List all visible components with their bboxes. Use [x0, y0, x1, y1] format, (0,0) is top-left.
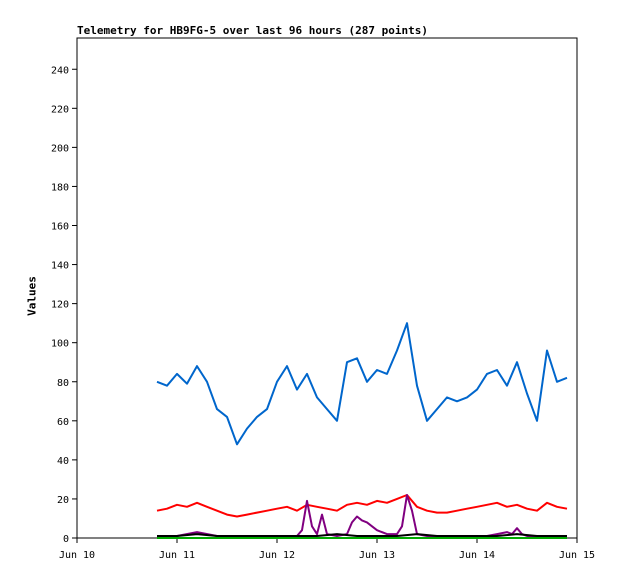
y-tick-label: 60: [57, 417, 69, 428]
y-tick-label: 20: [57, 495, 69, 506]
y-tick-label: 120: [51, 300, 69, 311]
y-tick-label: 80: [57, 378, 69, 389]
x-tick-label: Jun 14: [459, 550, 495, 561]
y-axis: 0 20 40 60 80 100 120 140 160 180 200 220 240: [51, 65, 77, 545]
y-tick-label: 0: [63, 534, 69, 545]
y-tick-label: 160: [51, 222, 69, 233]
x-tick-label: Jun 11: [159, 550, 195, 561]
x-tick-label: Jun 10: [59, 550, 95, 561]
series-line-4: [157, 533, 567, 537]
chart-title: Telemetry for HB9FG-5 over last 96 hours…: [77, 24, 428, 37]
y-tick-label: 200: [51, 143, 69, 154]
x-tick-label: Jun 13: [359, 550, 395, 561]
series-line-2: [156, 494, 568, 518]
y-tick-label: 140: [51, 261, 69, 272]
y-tick-label: 180: [51, 182, 69, 193]
x-tick-label: Jun 15: [559, 550, 595, 561]
y-tick-label: 100: [51, 339, 69, 350]
y-tick-label: 220: [51, 104, 69, 115]
y-tick-label: 40: [57, 456, 69, 467]
x-tick-label: Jun 12: [259, 550, 295, 561]
series-group: [156, 322, 568, 539]
x-axis: Jun 10 Jun 11 Jun 12 Jun 13 Jun 14 Jun 15: [59, 538, 595, 561]
plot-frame: [76, 37, 578, 539]
y-tick-label: 240: [51, 65, 69, 76]
series-line-3: [157, 494, 567, 537]
series-line-1: [156, 322, 568, 446]
